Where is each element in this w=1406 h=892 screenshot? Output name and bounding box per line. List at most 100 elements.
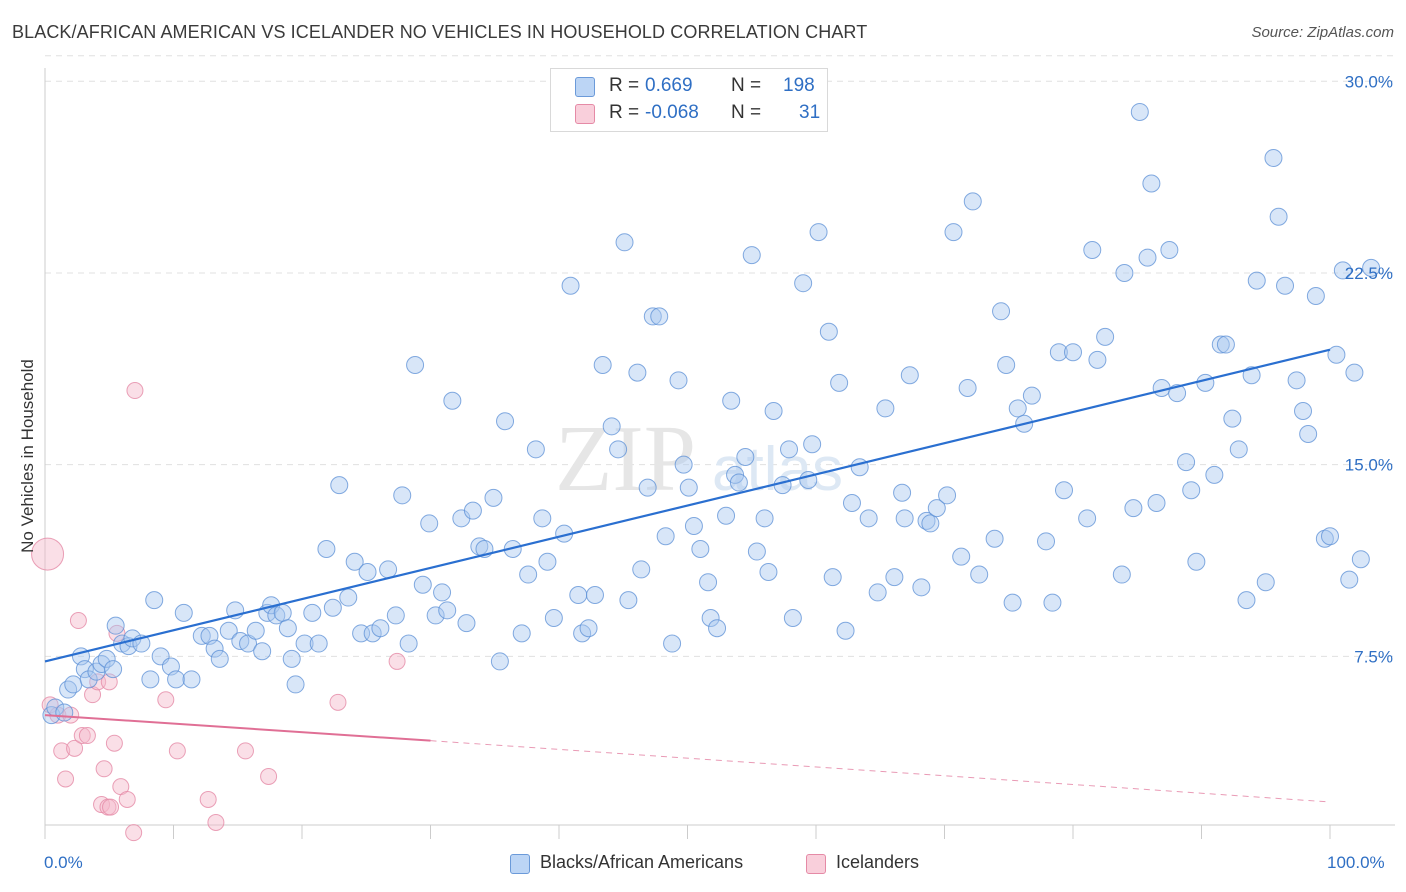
blacks-point (512, 624, 531, 643)
blacks-point (1064, 343, 1082, 362)
icelanders-point (329, 693, 347, 711)
blacks-point (569, 585, 588, 604)
blacks-point (55, 703, 74, 722)
blacks-point (579, 619, 598, 638)
icelanders-points (31, 382, 406, 842)
blacks-point (1187, 552, 1206, 571)
blacks-point (1264, 148, 1283, 167)
blacks-point (309, 634, 328, 653)
blacks-point (773, 476, 792, 495)
blacks-point (830, 373, 849, 392)
blacks-point (794, 274, 813, 293)
blacks-point (538, 552, 557, 571)
grid-lines (45, 55, 1395, 657)
blacks-point (420, 514, 439, 533)
blacks-point (1142, 174, 1161, 193)
blacks-point (759, 562, 778, 581)
icelanders-point (57, 770, 75, 788)
blacks-point (842, 493, 861, 512)
icelanders-point (73, 727, 91, 745)
blacks-point (1160, 240, 1179, 259)
blacks-point (323, 598, 342, 617)
blacks-point (985, 529, 1004, 548)
blacks-point (952, 547, 971, 566)
blacks-point (1055, 481, 1074, 500)
blacks-point (876, 399, 895, 418)
blacks-point (736, 447, 755, 466)
icelanders-trend-extension (430, 740, 1331, 803)
blacks-point (358, 562, 377, 581)
blacks-point (1333, 261, 1352, 280)
bottom-legend-label-blacks: Blacks/African Americans (540, 852, 744, 872)
blacks-point (1115, 263, 1134, 282)
blacks-point (809, 223, 828, 242)
icelanders-point (388, 652, 406, 670)
blacks-point (803, 435, 822, 454)
blacks-point (273, 603, 292, 622)
blacks-point (1196, 373, 1215, 392)
legend-n-value: 198 (783, 75, 815, 96)
icelanders-point (118, 790, 136, 808)
bottom-legend-label-icelanders: Icelanders (836, 852, 920, 872)
blacks-point (1008, 399, 1027, 418)
blacks-point (900, 366, 919, 385)
blacks-point (1130, 102, 1149, 121)
y-tick-label: 30.0% (1345, 72, 1393, 91)
icelanders-point (157, 691, 175, 709)
blacks-point (895, 509, 914, 528)
blacks-point (638, 478, 657, 497)
blacks-point (1049, 343, 1068, 362)
blacks-point (330, 476, 349, 495)
y-tick-label: 15.0% (1345, 456, 1393, 475)
blacks-point (938, 486, 957, 505)
blacks-point (783, 608, 802, 627)
blacks-point (747, 542, 766, 561)
blacks-point (619, 591, 638, 610)
blacks-point (912, 578, 931, 597)
blacks-point (1287, 371, 1306, 390)
blacks-trend-line (44, 348, 1331, 663)
y-tick-labels: 7.5% 15.0% 22.5% 30.0% (1345, 72, 1393, 666)
blacks-point (145, 591, 164, 610)
blacks-point (823, 568, 842, 587)
icelanders-point (102, 798, 120, 816)
blacks-point (1088, 350, 1107, 369)
zipatlas-watermark: ZIP atlas (555, 407, 843, 511)
blacks-point (656, 527, 675, 546)
blacks-point (1351, 550, 1370, 569)
blacks-point (1096, 327, 1115, 346)
blacks-point (742, 246, 761, 265)
blacks-point (609, 440, 628, 459)
blacks-point (1321, 527, 1339, 546)
x-tick-min: 0.0% (44, 853, 83, 872)
blacks-point (526, 440, 545, 459)
blacks-point (406, 355, 425, 374)
legend-r-label: R = (609, 102, 640, 123)
blacks-point (691, 539, 710, 558)
blacks-point (399, 634, 418, 653)
blacks-point (519, 565, 538, 584)
icelanders-point (236, 742, 254, 760)
blacks-point (59, 680, 78, 699)
blacks-point (764, 401, 783, 420)
blacks-point (64, 675, 83, 694)
blacks-points (42, 102, 1381, 725)
legend-swatch-pink (575, 104, 595, 124)
blacks-point (958, 378, 977, 397)
blacks-point (463, 501, 482, 520)
blacks-point (282, 649, 301, 668)
blacks-point (210, 649, 229, 668)
blacks-point (278, 619, 297, 638)
blacks-point (1229, 440, 1248, 459)
blacks-point (1083, 240, 1102, 259)
blacks-point (1205, 465, 1224, 484)
blacks-point (684, 516, 703, 535)
blacks-point (963, 192, 982, 211)
blacks-point (433, 583, 452, 602)
blacks-point (533, 509, 552, 528)
blacks-point (1256, 573, 1275, 592)
blacks-point (1362, 258, 1381, 277)
blacks-point (1315, 529, 1334, 548)
blacks-point (628, 363, 647, 382)
